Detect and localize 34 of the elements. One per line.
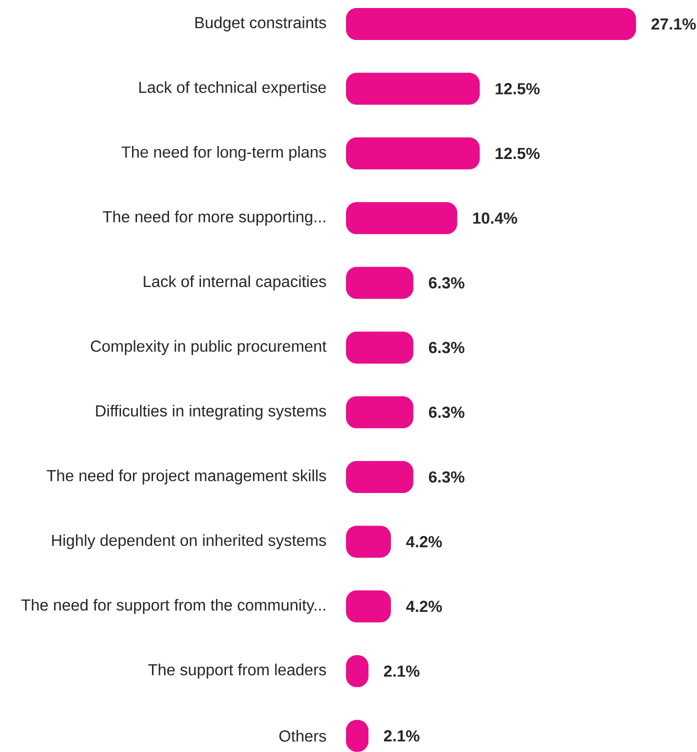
y-tick-label: Lack of technical expertise: [139, 81, 326, 96]
y-tick-label: The need for project management skills: [46, 470, 326, 484]
y-tick-label: Difficulties in integrating systems: [96, 404, 326, 420]
y-tick-label: Complexity in public procurement: [90, 340, 326, 356]
bar: [346, 137, 480, 170]
data-label: 10.4%: [473, 212, 518, 224]
bar: [346, 72, 480, 105]
y-tick-label: The need for more supporting...: [102, 210, 326, 226]
y-tick-label: The need for long-term plans: [122, 146, 326, 161]
y-tick-label: Others: [279, 730, 326, 742]
bar: [346, 332, 414, 364]
data-label: 12.5%: [496, 148, 540, 160]
y-tick-label: Highly dependent on inherited systems: [52, 534, 326, 550]
bar: [346, 8, 636, 40]
data-label: 6.3%: [428, 406, 464, 418]
bar: [346, 266, 414, 299]
bar: [346, 460, 414, 493]
bar: [346, 526, 391, 558]
bar: [346, 202, 458, 234]
data-label: 4.2%: [406, 536, 442, 548]
bar: [346, 590, 391, 622]
data-label: 27.1%: [651, 18, 696, 30]
bar: [346, 396, 414, 428]
y-tick-label: Budget constraints: [195, 16, 326, 32]
y-tick-label: The support from leaders: [148, 664, 326, 679]
data-label: 4.2%: [406, 600, 442, 612]
data-label: 6.3%: [428, 277, 464, 289]
data-label: 6.3%: [428, 471, 464, 483]
y-tick-label: Lack of internal capacities: [144, 275, 326, 290]
data-label: 6.3%: [428, 342, 464, 354]
y-tick-label: The need for support from the community...: [21, 598, 326, 614]
data-label: 2.1%: [384, 730, 420, 742]
data-label: 12.5%: [496, 83, 540, 94]
data-label: 2.1%: [384, 665, 420, 677]
